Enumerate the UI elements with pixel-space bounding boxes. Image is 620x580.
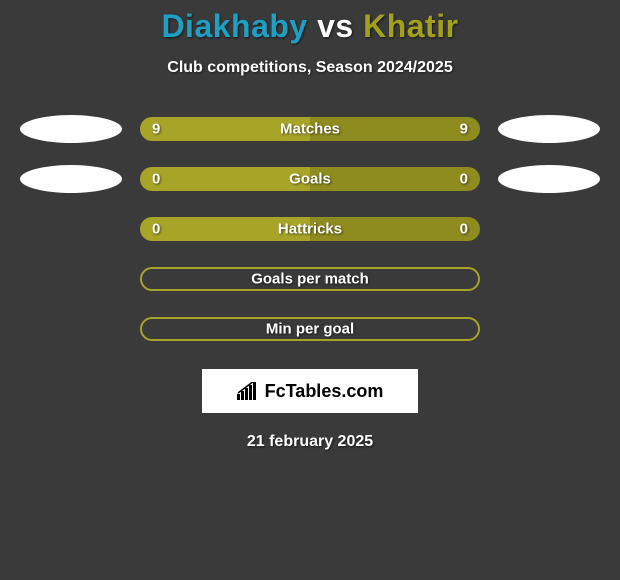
stat-label: Goals [289,171,331,188]
player-left-ellipse [20,115,122,143]
stat-row: Min per goal [0,315,620,343]
stat-value-left: 0 [152,221,160,238]
stat-bar: 0 0 Hattricks [140,217,480,241]
stat-label: Hattricks [278,221,342,238]
spacer [498,215,600,243]
bar-segment-left [140,167,310,191]
spacer [20,265,122,293]
stat-row: 9 9 Matches [0,115,620,143]
stat-row: Goals per match [0,265,620,293]
spacer [498,315,600,343]
page-title: Diakhaby vs Khatir [0,8,620,45]
spacer [20,315,122,343]
bar-chart-icon [237,382,259,400]
title-right-player: Khatir [363,8,458,44]
stat-label: Matches [280,121,340,138]
stat-row: 0 0 Hattricks [0,215,620,243]
stat-label: Goals per match [251,271,369,288]
title-left-player: Diakhaby [161,8,307,44]
date-line: 21 february 2025 [0,433,620,451]
player-right-ellipse [498,115,600,143]
spacer [498,265,600,293]
stat-rows: 9 9 Matches 0 0 Goals 0 0 Hattricks Goals per mat… [0,115,620,343]
stat-bar: 0 0 Goals [140,167,480,191]
stat-value-right: 0 [460,171,468,188]
subtitle: Club competitions, Season 2024/2025 [0,59,620,77]
stat-value-right: 0 [460,221,468,238]
brand-text: FcTables.com [265,381,384,402]
stat-value-left: 9 [152,121,160,138]
bar-segment-right [310,167,480,191]
stat-value-left: 0 [152,171,160,188]
stat-bar: Goals per match [140,267,480,291]
title-vs: vs [317,8,354,44]
stat-row: 0 0 Goals [0,165,620,193]
stat-value-right: 9 [460,121,468,138]
comparison-card: Diakhaby vs Khatir Club competitions, Se… [0,0,620,451]
player-left-ellipse [20,165,122,193]
spacer [20,215,122,243]
brand-badge: FcTables.com [202,369,418,413]
stat-bar: Min per goal [140,317,480,341]
stat-bar: 9 9 Matches [140,117,480,141]
stat-label: Min per goal [266,321,354,338]
player-right-ellipse [498,165,600,193]
